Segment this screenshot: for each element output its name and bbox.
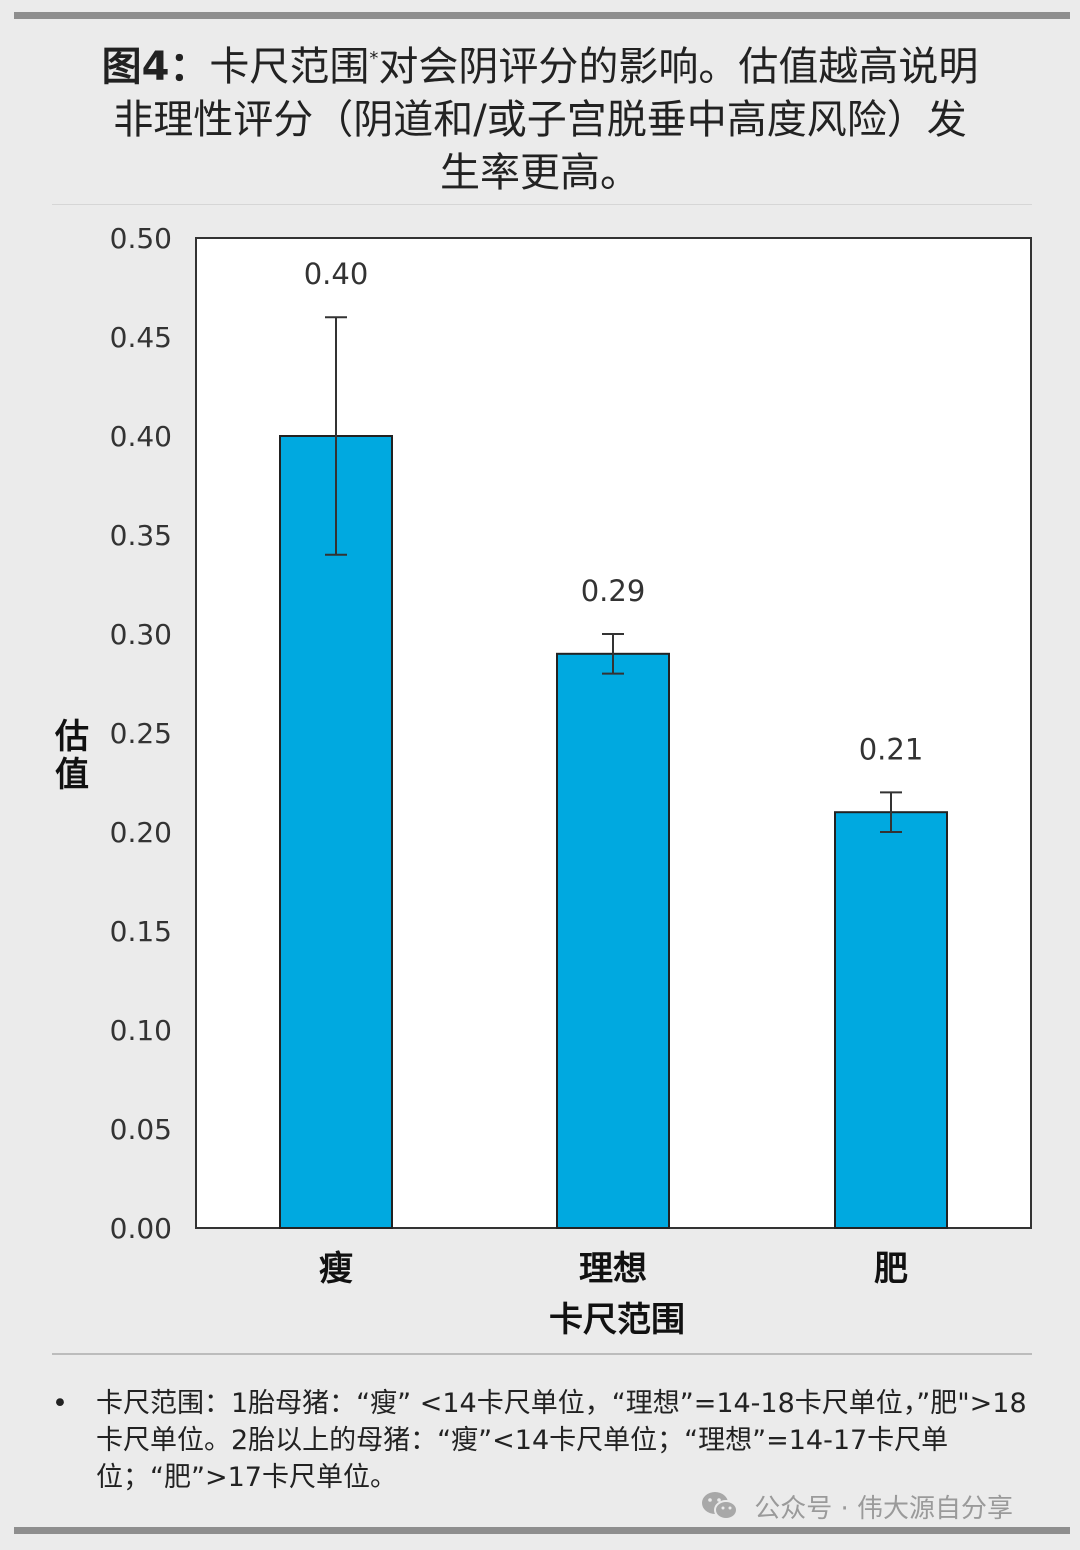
bar-2 — [834, 811, 948, 1229]
y-tick-label-3: 0.15 — [110, 915, 172, 948]
y-tick-label-0: 0.00 — [110, 1212, 172, 1245]
y-tick-label-1: 0.05 — [110, 1113, 172, 1146]
x-tick-label-2: 肥 — [874, 1249, 908, 1289]
y-tick-label-6: 0.30 — [110, 618, 172, 651]
top-rule — [14, 12, 1070, 19]
title-part-1: 卡尺范围 — [209, 44, 370, 90]
footnote-text: 卡尺范围：1胎母猪：“瘦” <14卡尺单位，“理想”=14-18卡尺单位，”肥"… — [96, 1388, 1027, 1493]
y-tick-label-2: 0.10 — [110, 1014, 172, 1047]
y-tick-label-9: 0.45 — [110, 321, 172, 354]
y-tick-label-5: 0.25 — [110, 717, 172, 750]
bar-1 — [556, 652, 670, 1229]
footnote: • 卡尺范围：1胎母猪：“瘦” <14卡尺单位，“理想”=14-18卡尺单位，”… — [52, 1385, 1037, 1496]
x-tick-label-1: 理想 — [579, 1249, 647, 1289]
title-line-2: 非理性评分（阴道和/或子宫脱垂中高度风险）发 — [113, 97, 967, 143]
title-line-3: 生率更高。 — [440, 150, 640, 196]
x-tick-label-0: 瘦 — [319, 1249, 353, 1289]
footnote-bullet: • — [52, 1388, 68, 1419]
title-asterisk: * — [369, 48, 379, 69]
y-axis-label-char-1: 值 — [55, 755, 89, 795]
wechat-icon — [700, 1489, 740, 1530]
y-tick-label-10: 0.50 — [110, 222, 172, 255]
y-tick-label-8: 0.40 — [110, 420, 172, 453]
data-label-1: 0.29 — [581, 574, 646, 608]
title-separator — [52, 204, 1032, 205]
bar-0 — [279, 435, 393, 1229]
y-tick-label-7: 0.35 — [110, 519, 172, 552]
y-axis-label-char-0: 估 — [54, 717, 89, 757]
title-part-2: 对会阴评分的影响。估值越高说明 — [378, 44, 979, 90]
figure-title: 图4：卡尺范围*对会阴评分的影响。估值越高说明 非理性评分（阴道和/或子宫脱垂中… — [40, 32, 1040, 200]
bar-chart: 0.00 0.05 0.10 0.15 0.20 0.25 0.30 0.35 0.40 0.45… — [54, 222, 1032, 1340]
footnote-separator — [52, 1353, 1032, 1355]
bottom-rule — [14, 1527, 1070, 1534]
y-tick-label-4: 0.20 — [110, 816, 172, 849]
x-axis-label: 卡尺范围 — [549, 1300, 685, 1340]
watermark: 公众号 · 伟大源自分享 — [700, 1488, 1013, 1530]
data-label-0: 0.40 — [304, 257, 369, 291]
figure-number: 图4： — [101, 44, 210, 90]
watermark-text: 公众号 · 伟大源自分享 — [754, 1494, 1014, 1524]
data-label-2: 0.21 — [859, 732, 924, 766]
